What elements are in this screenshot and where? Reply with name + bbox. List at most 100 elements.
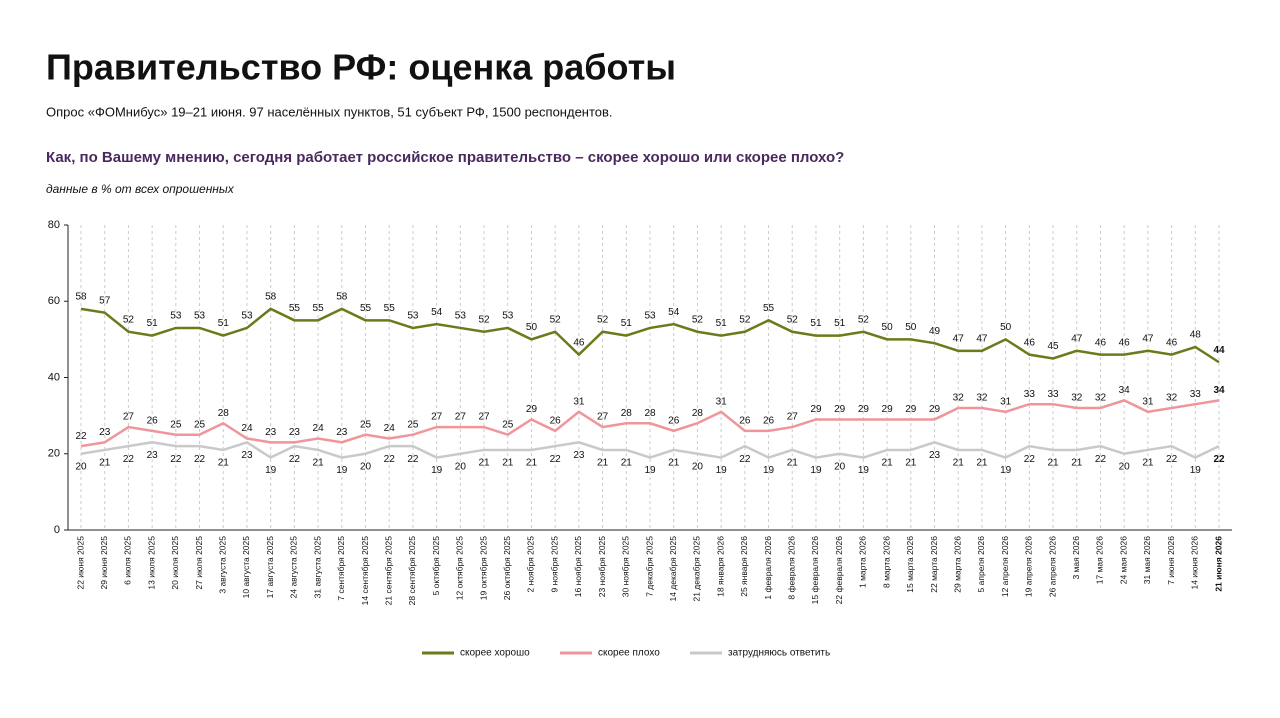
- x-tick-label: 30 ноября 2025: [621, 536, 631, 597]
- x-tick-label: 22 февраля 2026: [834, 536, 844, 605]
- data-label: 22: [1095, 454, 1107, 465]
- data-label: 25: [502, 419, 514, 430]
- x-tick-label: 2 ноября 2025: [526, 536, 536, 593]
- data-label: 50: [882, 322, 894, 333]
- data-label: 21: [478, 458, 490, 469]
- data-label: 27: [431, 412, 443, 423]
- chart-title: Правительство РФ: оценка работы: [46, 47, 676, 88]
- series-line: [80, 399, 1220, 448]
- data-label: 22: [170, 454, 182, 465]
- data-label: 23: [241, 450, 253, 461]
- data-label: 21: [1071, 458, 1083, 469]
- data-label: 47: [1071, 333, 1083, 344]
- data-label: 51: [218, 318, 230, 329]
- data-label: 21: [976, 458, 988, 469]
- x-tick-label: 21 сентября 2025: [383, 536, 393, 606]
- data-label: 20: [692, 461, 704, 472]
- data-label: 21: [953, 458, 965, 469]
- series-line: [80, 440, 1220, 459]
- x-tick-label: 18 января 2026: [715, 536, 725, 597]
- data-label: 51: [621, 318, 633, 329]
- x-tick-label: 8 февраля 2026: [787, 536, 797, 600]
- data-label: 32: [1071, 393, 1083, 404]
- data-label: 31: [1142, 396, 1154, 407]
- data-label: 22: [75, 431, 87, 442]
- data-label: 52: [478, 314, 490, 325]
- data-label: 21: [526, 458, 538, 469]
- data-label: 27: [787, 412, 799, 423]
- data-label: 28: [692, 408, 704, 419]
- data-label: 31: [573, 396, 585, 407]
- y-tick-label: 80: [48, 219, 60, 231]
- x-tick-label: 3 мая 2026: [1071, 536, 1081, 580]
- data-label: 27: [597, 412, 609, 423]
- x-tick-label: 1 марта 2026: [858, 536, 868, 588]
- x-tick-label: 21 декабря 2025: [692, 536, 702, 602]
- x-tick-label: 12 апреля 2026: [1000, 536, 1010, 597]
- data-label: 28: [621, 408, 633, 419]
- data-label: 25: [360, 419, 372, 430]
- x-tick-label: 23 ноября 2025: [597, 536, 607, 597]
- data-label: 23: [336, 427, 348, 438]
- data-label: 26: [147, 416, 159, 427]
- data-label: 46: [1166, 337, 1178, 348]
- data-label: 26: [763, 416, 775, 427]
- data-label: 53: [407, 311, 419, 322]
- data-label: 34: [1213, 385, 1225, 396]
- data-label: 54: [668, 307, 680, 318]
- data-label: 51: [147, 318, 159, 329]
- data-label: 21: [621, 458, 633, 469]
- data-label: 53: [241, 311, 253, 322]
- data-label: 27: [123, 412, 135, 423]
- x-tick-label: 17 мая 2026: [1095, 536, 1105, 585]
- data-label: 20: [834, 461, 846, 472]
- data-label: 19: [1000, 465, 1012, 476]
- data-label: 22: [1213, 454, 1225, 465]
- data-label: 33: [1024, 389, 1036, 400]
- data-label: 21: [218, 458, 230, 469]
- data-label: 22: [407, 454, 419, 465]
- y-tick-label: 0: [54, 524, 60, 536]
- data-label: 55: [313, 303, 325, 314]
- data-label: 19: [644, 465, 656, 476]
- data-label: 52: [692, 314, 704, 325]
- x-tick-label: 13 июля 2025: [146, 536, 156, 590]
- data-label: 22: [550, 454, 562, 465]
- data-label: 55: [360, 303, 372, 314]
- x-tick-label: 31 мая 2026: [1142, 536, 1152, 585]
- data-label: 45: [1047, 341, 1059, 352]
- data-label: 46: [1024, 337, 1036, 348]
- data-label: 34: [1119, 385, 1131, 396]
- data-label: 48: [1190, 330, 1202, 341]
- note: данные в % от всех опрошенных: [46, 182, 235, 196]
- y-tick-label: 40: [48, 371, 60, 383]
- data-label: 46: [573, 337, 585, 348]
- data-label: 21: [905, 458, 917, 469]
- data-label: 22: [384, 454, 396, 465]
- data-label: 19: [431, 465, 443, 476]
- data-label: 52: [550, 314, 562, 325]
- y-tick-label: 20: [48, 448, 60, 460]
- data-label: 47: [1142, 333, 1154, 344]
- data-label: 19: [810, 465, 822, 476]
- data-label: 47: [976, 333, 988, 344]
- legend-label: скорее плохо: [598, 648, 660, 659]
- data-label: 32: [1166, 393, 1178, 404]
- data-label: 31: [1000, 396, 1012, 407]
- data-label: 25: [194, 419, 206, 430]
- data-label: 52: [597, 314, 609, 325]
- x-tick-label: 6 июля 2025: [123, 536, 133, 585]
- data-label: 26: [550, 416, 562, 427]
- data-label: 23: [147, 450, 159, 461]
- data-label: 32: [1095, 393, 1107, 404]
- data-label: 29: [834, 404, 846, 415]
- data-label: 50: [905, 322, 917, 333]
- data-label: 23: [289, 427, 301, 438]
- data-label: 54: [431, 307, 443, 318]
- x-tick-label: 19 апреля 2026: [1024, 536, 1034, 597]
- data-label: 33: [1047, 389, 1059, 400]
- data-label: 52: [787, 314, 799, 325]
- data-label: 51: [810, 318, 822, 329]
- data-label: 20: [360, 461, 372, 472]
- x-tick-label: 15 марта 2026: [905, 536, 915, 593]
